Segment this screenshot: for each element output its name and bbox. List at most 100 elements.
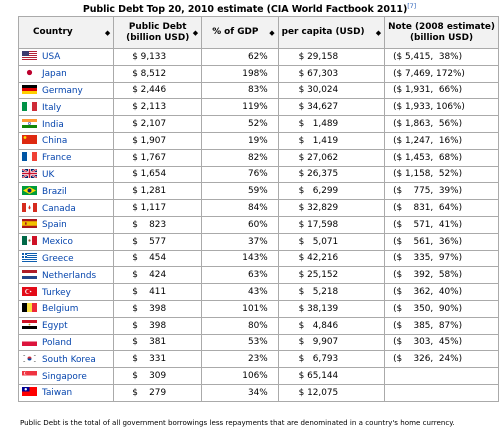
country-link[interactable]: Singapore [42, 371, 87, 382]
header-public-debt[interactable]: Public Debt (billion USD) ◆ [113, 16, 203, 49]
country-link[interactable]: China [42, 136, 68, 147]
country-link[interactable]: Brazil [42, 186, 67, 197]
sort-icon[interactable]: ◆ [269, 28, 275, 37]
public-debt-cell: $ 279 [113, 383, 203, 402]
table-row: Spain $ 823 60% $ 17,598 ($ 571, 41%) [17, 215, 499, 234]
note-cell: ($ 775, 39%) [384, 182, 499, 201]
china-flag-icon [22, 135, 39, 146]
country-cell: USA [17, 48, 115, 66]
table-row: Japan $ 8,512 198% $ 67,303 ($ 7,469, 172%) [17, 64, 499, 83]
note-cell: ($ 831, 64%) [384, 199, 499, 217]
table-row: Netherlands $ 424 63% $ 25,152 ($ 392, 58%) [17, 266, 499, 285]
note-cell: ($ 7,469, 172%) [384, 64, 499, 83]
public-debt-cell: $ 398 [113, 299, 203, 318]
public-debt-cell: $ 9,133 [113, 48, 203, 66]
italy-flag-icon [22, 101, 39, 113]
pct-gdp-cell: 82% [201, 148, 279, 167]
pct-gdp-cell: 62% [201, 48, 279, 66]
table-row: Brazil $ 1,281 59% $ 6,299 ($ 775, 39%) [17, 182, 499, 201]
germany-flag-icon [22, 84, 39, 96]
public-debt-cell: $ 411 [113, 283, 203, 301]
note-cell: ($ 1,863, 56%) [384, 115, 499, 133]
sort-icon[interactable]: ◆ [375, 28, 382, 37]
sort-icon[interactable]: ◆ [192, 28, 199, 37]
per-capita-cell: $ 1,489 [277, 115, 386, 133]
table-row: Greece $ 454 143% $ 42,216 ($ 335, 97%) [17, 249, 499, 268]
country-link[interactable]: South Korea [42, 354, 96, 365]
taiwan-flag-icon [22, 387, 39, 398]
public-debt-cell: $ 381 [113, 333, 203, 352]
per-capita-cell: $ 29,158 [277, 48, 386, 66]
country-cell: Turkey [17, 283, 115, 301]
table-caption: Public Debt Top 20, 2010 estimate (CIA W… [0, 2, 499, 15]
country-link[interactable]: Mexico [42, 237, 73, 248]
country-link[interactable]: Germany [42, 85, 83, 96]
public-debt-table: Country ◆ Public Debt (billion USD) ◆ % … [17, 16, 499, 402]
country-link[interactable]: India [42, 119, 64, 130]
pct-gdp-cell: 106% [201, 367, 279, 385]
public-debt-cell: $ 398 [113, 316, 203, 335]
country-cell: Germany [17, 81, 115, 100]
per-capita-cell: $ 38,139 [277, 299, 386, 318]
country-cell: Belgium [17, 299, 115, 318]
country-link[interactable]: Netherlands [42, 270, 97, 281]
caption-reference-link[interactable]: [7] [407, 2, 417, 10]
pct-gdp-cell: 37% [201, 232, 279, 251]
uk-flag-icon [21, 168, 39, 180]
sort-icon[interactable]: ◆ [104, 28, 111, 37]
note-cell: ($ 385, 87%) [384, 316, 499, 335]
country-link[interactable]: Turkey [42, 287, 71, 298]
header-per-capita[interactable]: per capita (USD) ◆ [277, 16, 386, 49]
canada-flag-icon [22, 202, 39, 214]
country-link[interactable]: Belgium [42, 304, 79, 315]
pct-gdp-cell: 84% [201, 199, 279, 217]
pct-gdp-cell: 119% [201, 98, 279, 117]
per-capita-cell: $ 5,218 [277, 283, 386, 301]
header-note[interactable]: Note (2008 estimate) (billion USD) ◆ [384, 16, 499, 49]
spain-flag-icon [22, 219, 39, 230]
table-row: USA $ 9,133 62% $ 29,158 ($ 5,415, 38%) [17, 48, 499, 66]
country-cell: Brazil [17, 182, 115, 201]
note-cell: ($ 362, 40%) [384, 283, 499, 301]
country-cell: Italy [17, 98, 115, 117]
country-link[interactable]: UK [42, 169, 55, 180]
public-debt-cell: $ 1,654 [113, 165, 203, 184]
table-row: Italy $ 2,113 119% $ 34,627 ($ 1,933, 106%) [17, 98, 499, 117]
japan-flag-icon [22, 68, 39, 79]
netherlands-flag-icon [22, 269, 39, 281]
note-cell: ($ 303, 45%) [384, 333, 499, 352]
note-cell: ($ 350, 90%) [384, 299, 499, 318]
usa-flag-icon [22, 51, 39, 62]
pct-gdp-cell: 101% [201, 299, 279, 318]
per-capita-cell: $ 6,299 [277, 182, 386, 201]
belgium-flag-icon [22, 303, 39, 314]
country-link[interactable]: USA [42, 52, 61, 63]
pct-gdp-cell: 43% [201, 283, 279, 301]
public-debt-cell: $ 823 [113, 215, 203, 234]
country-link[interactable]: France [42, 153, 72, 164]
note-cell: ($ 1,453, 68%) [384, 148, 499, 167]
country-cell: India [17, 115, 115, 133]
country-link[interactable]: Canada [42, 203, 76, 214]
header-pct-gdp[interactable]: % of GDP ◆ [201, 16, 279, 49]
country-link[interactable]: Spain [42, 220, 67, 231]
country-link[interactable]: Japan [42, 69, 67, 80]
country-link[interactable]: Taiwan [42, 388, 73, 399]
public-debt-cell: $ 2,113 [113, 98, 203, 117]
country-link[interactable]: Italy [42, 102, 62, 113]
header-country[interactable]: Country ◆ [17, 16, 115, 49]
table-row: South Korea $ 331 23% $ 6,793 ($ 326, 24%) [17, 350, 499, 369]
note-cell: ($ 1,158, 52%) [384, 165, 499, 184]
country-link[interactable]: Greece [42, 253, 74, 264]
pct-gdp-cell: 80% [201, 316, 279, 335]
pct-gdp-cell: 63% [201, 266, 279, 285]
public-debt-cell: $ 331 [113, 350, 203, 369]
country-link[interactable]: Poland [42, 337, 72, 348]
note-cell: ($ 1,931, 66%) [384, 81, 499, 100]
country-cell: Greece [17, 249, 115, 268]
mexico-flag-icon [22, 236, 39, 247]
footnote: Public Debt is the total of all governme… [20, 418, 455, 427]
country-link[interactable]: Egypt [42, 321, 68, 332]
note-cell: ($ 392, 58%) [384, 266, 499, 285]
pct-gdp-cell: 23% [201, 350, 279, 369]
